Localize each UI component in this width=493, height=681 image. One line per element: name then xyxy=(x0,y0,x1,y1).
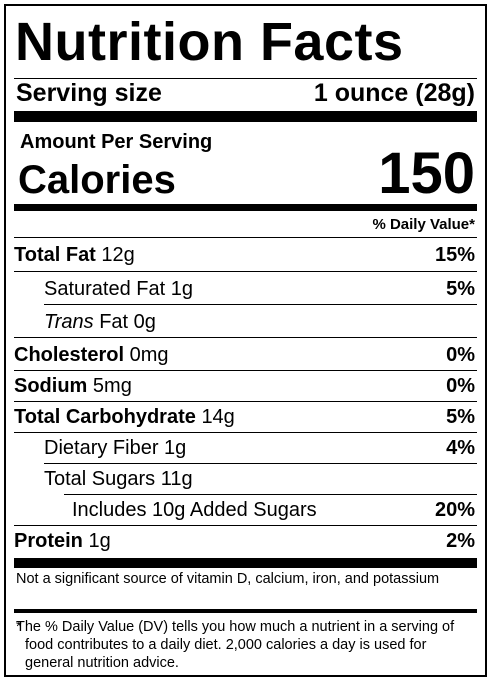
nutrient-amount: 1g xyxy=(164,437,187,459)
nutrient-name-italic: Trans xyxy=(44,311,94,333)
nutrient-dv: 5% xyxy=(446,406,475,428)
divider-thin xyxy=(14,370,477,371)
footnote-star: * xyxy=(16,619,22,635)
nutrient-amount: 0mg xyxy=(129,344,169,366)
calories-value: 150 xyxy=(378,141,475,206)
nutrient-name: Includes 10g Added Sugars xyxy=(72,499,317,521)
calories-label: Calories xyxy=(18,158,176,202)
nutrient-row-added-sugars: Includes 10g Added Sugars 20% xyxy=(14,495,477,525)
nutrient-row-total-sugars: Total Sugars 11g xyxy=(14,464,477,494)
nutrient-amount: 5mg xyxy=(92,375,132,397)
nutrient-dv: 0% xyxy=(446,344,475,366)
label-title: Nutrition Facts xyxy=(15,12,404,72)
divider-thin xyxy=(14,401,477,402)
nutrient-amount: 1g xyxy=(170,278,193,300)
nutrient-amount: 12g xyxy=(101,244,135,266)
serving-size-label: Serving size xyxy=(16,79,162,107)
footnote-daily-value: * The % Daily Value (DV) tells you how m… xyxy=(16,618,475,672)
nutrient-row-saturated-fat: Saturated Fat 1g 5% xyxy=(14,274,477,304)
nutrient-name: Total Carbohydrate xyxy=(14,406,196,428)
nutrient-dv: 0% xyxy=(446,375,475,397)
divider-thick xyxy=(14,558,477,568)
nutrient-row-total-fat: Total Fat 12g 15% xyxy=(14,240,477,270)
divider-thin xyxy=(44,304,477,305)
nutrient-name: Fat xyxy=(99,311,129,333)
nutrient-name: Sodium xyxy=(14,375,88,397)
nutrient-dv: 20% xyxy=(434,499,475,521)
nutrient-dv: 5% xyxy=(446,278,475,300)
nutrient-row-sodium: Sodium 5mg 0% xyxy=(14,371,477,401)
divider-thin xyxy=(14,337,477,338)
nutrient-name: Saturated Fat xyxy=(44,278,166,300)
divider-medium xyxy=(14,204,477,211)
nutrient-row-total-carbohydrate: Total Carbohydrate 14g 5% xyxy=(14,402,477,432)
nutrient-amount: 1g xyxy=(88,530,111,552)
footnote-not-significant: Not a significant source of vitamin D, c… xyxy=(16,571,440,587)
nutrient-dv: 15% xyxy=(434,244,475,266)
divider-thin xyxy=(14,78,477,79)
nutrient-amount: 0g xyxy=(133,311,156,333)
nutrient-name: Protein xyxy=(14,530,83,552)
nutrient-name: Cholesterol xyxy=(14,344,125,366)
amount-per-serving: Amount Per Serving xyxy=(20,131,213,153)
divider-thin xyxy=(14,525,477,526)
nutrition-facts-label: Nutrition Facts Serving size 1 ounce (28… xyxy=(4,4,487,677)
divider-thin xyxy=(44,463,477,464)
nutrient-row-cholesterol: Cholesterol 0mg 0% xyxy=(14,340,477,370)
divider-thin xyxy=(64,494,477,495)
divider-thin xyxy=(14,432,477,433)
divider-thick xyxy=(14,111,477,122)
nutrient-row-dietary-fiber: Dietary Fiber 1g 4% xyxy=(14,433,477,463)
daily-value-header: % Daily Value* xyxy=(372,216,475,233)
footnote-dv-text: The % Daily Value (DV) tells you how muc… xyxy=(16,619,455,671)
nutrient-name: Total Sugars xyxy=(44,468,156,490)
divider-medium xyxy=(14,609,477,613)
nutrient-dv: 2% xyxy=(446,530,475,552)
nutrient-amount: 14g xyxy=(201,406,235,428)
nutrient-row-trans-fat: Trans Fat 0g xyxy=(14,307,477,337)
nutrient-row-protein: Protein 1g 2% xyxy=(14,526,477,556)
nutrient-name: Total Fat xyxy=(14,244,96,266)
nutrient-amount: 11g xyxy=(160,468,193,490)
divider-thin xyxy=(14,237,477,238)
nutrient-dv: 4% xyxy=(446,437,475,459)
divider-thin xyxy=(14,271,477,272)
serving-size-value: 1 ounce (28g) xyxy=(313,79,475,107)
nutrient-name: Dietary Fiber xyxy=(44,437,159,459)
